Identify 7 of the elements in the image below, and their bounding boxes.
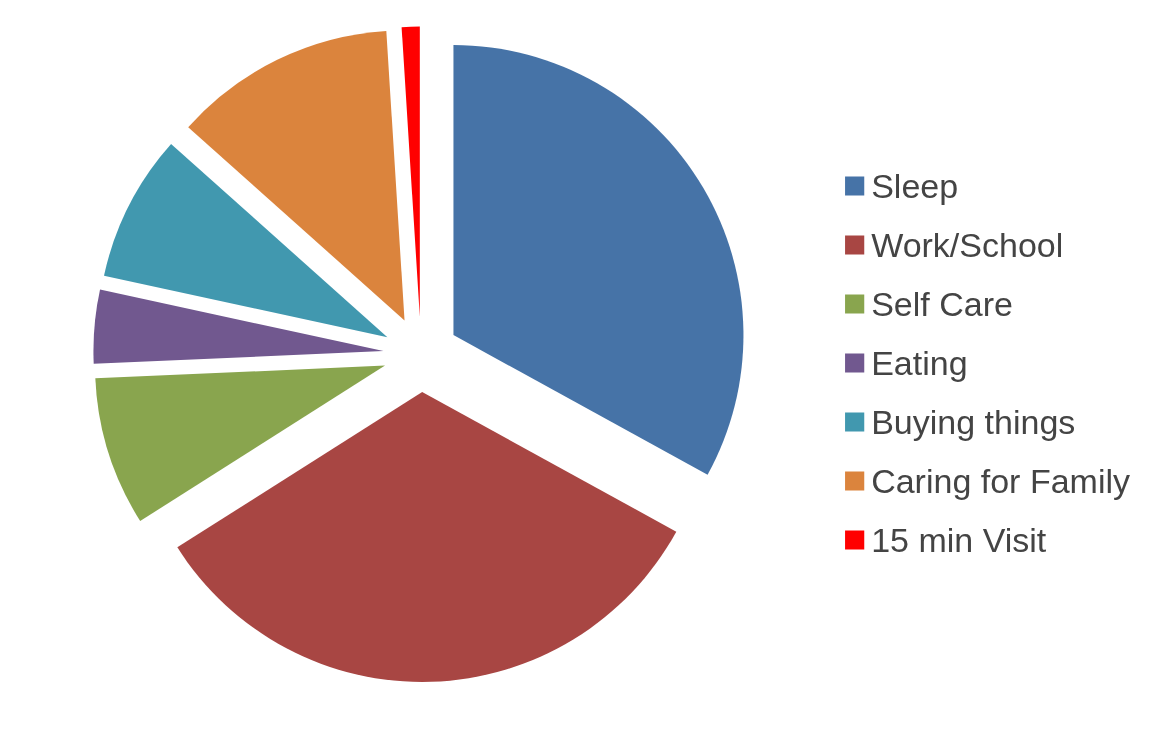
legend-label: 15 min Visit xyxy=(871,520,1047,559)
legend-label: Eating xyxy=(871,343,968,382)
legend-label: Buying things xyxy=(871,402,1076,441)
legend-label: Work/School xyxy=(871,225,1064,264)
legend-label: Caring for Family xyxy=(871,461,1130,500)
legend-label: Sleep xyxy=(871,166,959,205)
legend-label: Self Care xyxy=(871,284,1013,323)
